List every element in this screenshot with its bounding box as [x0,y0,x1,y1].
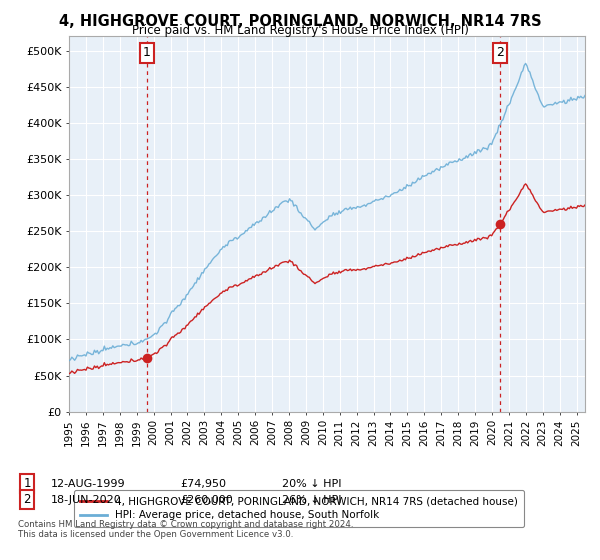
Text: 20% ↓ HPI: 20% ↓ HPI [282,479,341,489]
Text: £74,950: £74,950 [180,479,226,489]
Text: 1: 1 [143,46,151,59]
Text: 4, HIGHGROVE COURT, PORINGLAND, NORWICH, NR14 7RS: 4, HIGHGROVE COURT, PORINGLAND, NORWICH,… [59,14,541,29]
Text: 18-JUN-2020: 18-JUN-2020 [51,494,122,505]
Text: Price paid vs. HM Land Registry's House Price Index (HPI): Price paid vs. HM Land Registry's House … [131,24,469,37]
Text: Contains HM Land Registry data © Crown copyright and database right 2024.
This d: Contains HM Land Registry data © Crown c… [18,520,353,539]
Text: £260,000: £260,000 [180,494,233,505]
Text: 2: 2 [23,493,31,506]
Legend: 4, HIGHGROVE COURT, PORINGLAND, NORWICH, NR14 7RS (detached house), HPI: Average: 4, HIGHGROVE COURT, PORINGLAND, NORWICH,… [74,490,524,526]
Text: 12-AUG-1999: 12-AUG-1999 [51,479,125,489]
Text: 1: 1 [23,477,31,491]
Text: 26% ↓ HPI: 26% ↓ HPI [282,494,341,505]
Text: 2: 2 [496,46,503,59]
